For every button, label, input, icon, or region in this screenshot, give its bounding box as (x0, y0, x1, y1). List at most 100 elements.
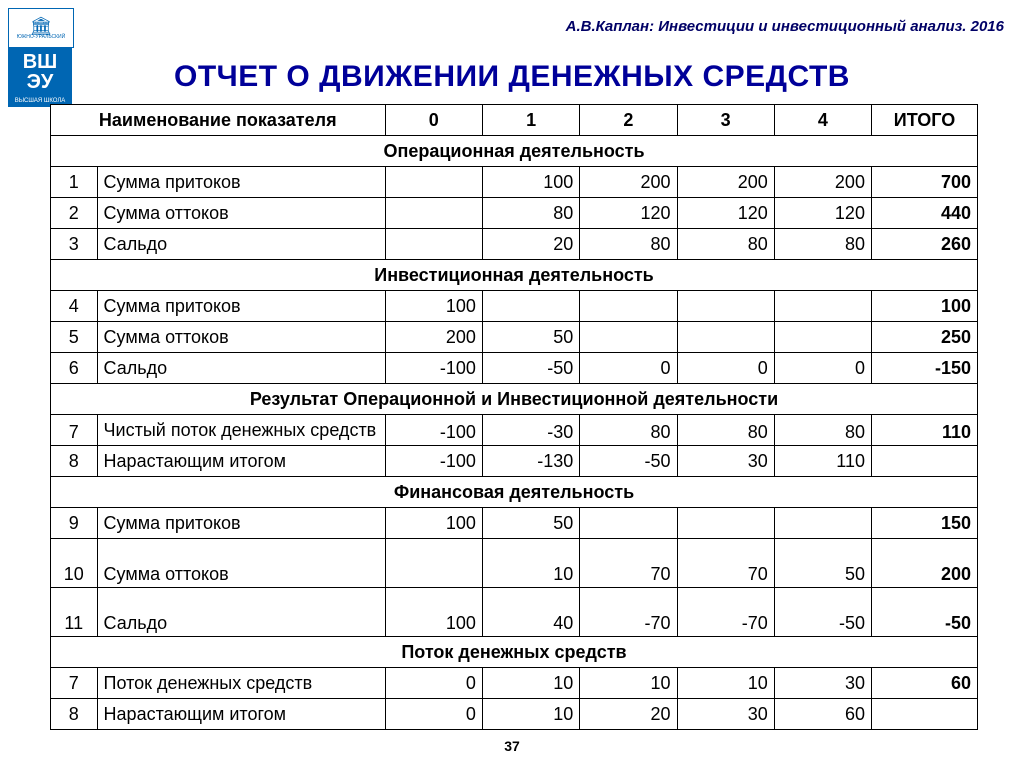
table-row: 10 Сумма оттоков 10 70 70 50 200 (51, 539, 978, 588)
table-row: 7 Чистый поток денежных средств -100 -30… (51, 415, 978, 446)
cell (677, 322, 774, 353)
cell: 70 (580, 539, 677, 588)
section-operating-label: Операционная деятельность (51, 136, 978, 167)
cell: 100 (385, 588, 482, 637)
row-num: 11 (51, 588, 98, 637)
cell: 100 (385, 508, 482, 539)
section-result-label: Результат Операционной и Инвестиционной … (51, 384, 978, 415)
cell (385, 229, 482, 260)
cell (580, 322, 677, 353)
table-row: 5 Сумма оттоков 200 50 250 (51, 322, 978, 353)
cell-total: 60 (871, 668, 977, 699)
section-financing: Финансовая деятельность (51, 477, 978, 508)
row-name: Нарастающим итогом (97, 446, 385, 477)
row-num: 10 (51, 539, 98, 588)
cell: 10 (677, 668, 774, 699)
section-investing-label: Инвестиционная деятельность (51, 260, 978, 291)
table-row: 3 Сальдо 20 80 80 80 260 (51, 229, 978, 260)
table-row: 4 Сумма притоков 100 100 (51, 291, 978, 322)
cell (677, 508, 774, 539)
cell: 10 (482, 668, 579, 699)
row-num: 4 (51, 291, 98, 322)
col-p2: 2 (580, 105, 677, 136)
cell: 120 (677, 198, 774, 229)
cell: 50 (482, 322, 579, 353)
cell (774, 291, 871, 322)
cell: 30 (677, 699, 774, 730)
cell: -70 (580, 588, 677, 637)
cell: 200 (580, 167, 677, 198)
row-num: 1 (51, 167, 98, 198)
cell (385, 167, 482, 198)
cell-total: 100 (871, 291, 977, 322)
section-cashflow-label: Поток денежных средств (51, 637, 978, 668)
row-num: 7 (51, 668, 98, 699)
cell: 30 (774, 668, 871, 699)
cell-total: 250 (871, 322, 977, 353)
table-row: 1 Сумма притоков 100 200 200 200 700 (51, 167, 978, 198)
row-name: Сумма оттоков (97, 539, 385, 588)
cell (580, 508, 677, 539)
cell: 0 (385, 668, 482, 699)
row-num: 8 (51, 446, 98, 477)
row-num: 9 (51, 508, 98, 539)
cell: 10 (580, 668, 677, 699)
row-name: Чистый поток денежных средств (97, 415, 385, 446)
cell: -100 (385, 446, 482, 477)
table-row: 8 Нарастающим итогом -100 -130 -50 30 11… (51, 446, 978, 477)
cell: 10 (482, 699, 579, 730)
logo-top-text: ЮЖНО-УРАЛЬСКИЙ (17, 35, 66, 40)
header-author-line: А.В.Каплан: Инвестиции и инвестиционный … (566, 18, 1004, 35)
cell-total (871, 699, 977, 730)
cell-total: 700 (871, 167, 977, 198)
cell: -70 (677, 588, 774, 637)
cell: 80 (677, 415, 774, 446)
page-number: 37 (0, 738, 1024, 754)
table-row: 2 Сумма оттоков 80 120 120 120 440 (51, 198, 978, 229)
cell: 80 (677, 229, 774, 260)
row-num: 2 (51, 198, 98, 229)
cell: -130 (482, 446, 579, 477)
cashflow-table: Наименование показателя 0 1 2 3 4 ИТОГО … (50, 104, 978, 730)
row-name: Сальдо (97, 588, 385, 637)
row-name: Сальдо (97, 229, 385, 260)
cell: 100 (482, 167, 579, 198)
cell (774, 508, 871, 539)
row-name: Поток денежных средств (97, 668, 385, 699)
page-title: ОТЧЕТ О ДВИЖЕНИИ ДЕНЕЖНЫХ СРЕДСТВ (0, 60, 1024, 94)
cell (385, 198, 482, 229)
table-row: 9 Сумма притоков 100 50 150 (51, 508, 978, 539)
cell: 0 (385, 699, 482, 730)
col-p0: 0 (385, 105, 482, 136)
cell (385, 539, 482, 588)
cell-total: 200 (871, 539, 977, 588)
row-num: 5 (51, 322, 98, 353)
cell: -50 (774, 588, 871, 637)
row-name: Нарастающим итогом (97, 699, 385, 730)
table-row: 11 Сальдо 100 40 -70 -70 -50 -50 (51, 588, 978, 637)
cell-total: 110 (871, 415, 977, 446)
cell: -30 (482, 415, 579, 446)
cell: 100 (385, 291, 482, 322)
cell-total: -50 (871, 588, 977, 637)
row-num: 8 (51, 699, 98, 730)
cell: 30 (677, 446, 774, 477)
cell: 120 (580, 198, 677, 229)
cell: 80 (774, 415, 871, 446)
cell: 80 (774, 229, 871, 260)
row-name: Сальдо (97, 353, 385, 384)
row-name: Сумма притоков (97, 167, 385, 198)
cell-total: 150 (871, 508, 977, 539)
section-result: Результат Операционной и Инвестиционной … (51, 384, 978, 415)
cell: 50 (482, 508, 579, 539)
col-p4: 4 (774, 105, 871, 136)
col-p3: 3 (677, 105, 774, 136)
cell (677, 291, 774, 322)
cell: 70 (677, 539, 774, 588)
cell: 200 (677, 167, 774, 198)
table-row: 7 Поток денежных средств 0 10 10 10 30 6… (51, 668, 978, 699)
cell: 50 (774, 539, 871, 588)
cell: -50 (580, 446, 677, 477)
cell: 80 (482, 198, 579, 229)
cell: 200 (385, 322, 482, 353)
